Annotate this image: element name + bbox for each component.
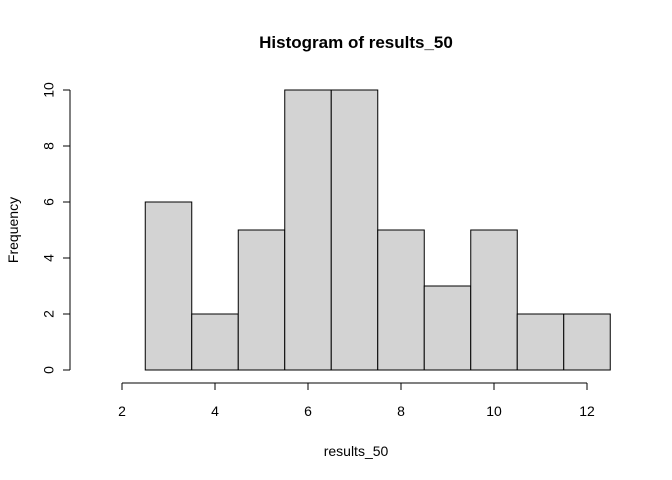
y-tick-label: 8 xyxy=(41,142,57,150)
y-axis-label: Frequency xyxy=(5,197,21,263)
x-tick-label: 2 xyxy=(118,403,126,419)
x-axis-label: results_50 xyxy=(324,443,389,459)
bar xyxy=(470,229,518,371)
bar xyxy=(284,89,332,371)
bar xyxy=(191,313,239,371)
bar xyxy=(516,313,565,371)
bar xyxy=(423,285,472,371)
y-tick-label: 10 xyxy=(41,82,57,98)
x-tick-label: 10 xyxy=(486,403,502,419)
x-tick-label: 8 xyxy=(397,403,405,419)
bar xyxy=(144,201,193,371)
bar xyxy=(377,229,425,371)
y-tick-label: 0 xyxy=(41,366,57,374)
y-tick-label: 2 xyxy=(41,310,57,318)
y-tick-label: 4 xyxy=(41,254,57,262)
x-tick-label: 4 xyxy=(211,403,219,419)
bar xyxy=(237,229,286,371)
x-tick-label: 12 xyxy=(579,403,595,419)
x-tick-label: 6 xyxy=(304,403,312,419)
chart-title: Histogram of results_50 xyxy=(259,33,453,52)
bar xyxy=(563,313,611,371)
bar xyxy=(330,89,379,371)
y-tick-label: 6 xyxy=(41,198,57,206)
